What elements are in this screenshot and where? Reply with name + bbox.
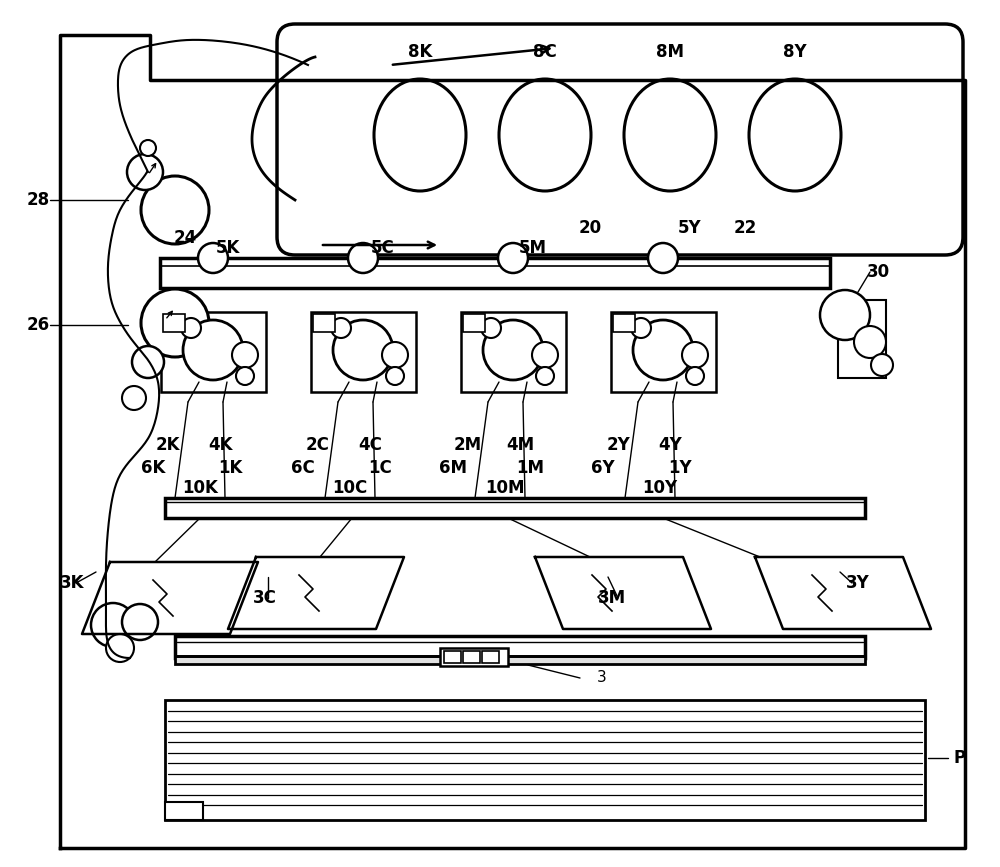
Circle shape: [633, 320, 693, 380]
Text: 6K: 6K: [141, 459, 165, 477]
Ellipse shape: [374, 79, 466, 191]
Bar: [444, 651, 461, 663]
Text: 8C: 8C: [533, 43, 557, 61]
Circle shape: [631, 318, 651, 338]
Circle shape: [820, 290, 870, 340]
Text: 4M: 4M: [506, 436, 534, 454]
Circle shape: [481, 318, 501, 338]
Bar: [160, 258, 830, 288]
Circle shape: [682, 342, 708, 368]
Text: 1K: 1K: [218, 459, 242, 477]
FancyBboxPatch shape: [277, 24, 963, 255]
Circle shape: [132, 346, 164, 378]
Text: 30: 30: [866, 263, 890, 281]
Circle shape: [536, 367, 554, 385]
Text: 10M: 10M: [485, 479, 525, 497]
Bar: [482, 651, 499, 663]
Text: 1Y: 1Y: [668, 459, 692, 477]
Text: 3Y: 3Y: [846, 574, 870, 592]
Bar: [165, 802, 203, 820]
Text: 4K: 4K: [208, 436, 232, 454]
Bar: [165, 700, 925, 820]
Circle shape: [648, 243, 678, 273]
Bar: [463, 314, 485, 332]
Circle shape: [348, 243, 378, 273]
Circle shape: [483, 320, 543, 380]
Text: 28: 28: [26, 191, 50, 209]
Text: 8K: 8K: [408, 43, 432, 61]
Bar: [175, 636, 865, 658]
Bar: [161, 312, 266, 392]
Circle shape: [140, 140, 156, 156]
Text: 3C: 3C: [253, 589, 277, 607]
Circle shape: [331, 318, 351, 338]
Text: P: P: [954, 749, 966, 767]
Bar: [463, 651, 480, 663]
Text: 4Y: 4Y: [658, 436, 682, 454]
Bar: [175, 656, 865, 664]
Text: 4C: 4C: [358, 436, 382, 454]
Text: 26: 26: [26, 316, 50, 334]
Bar: [311, 312, 416, 392]
Text: 24: 24: [173, 229, 197, 247]
Circle shape: [181, 318, 201, 338]
Text: 6C: 6C: [291, 459, 315, 477]
Text: 2K: 2K: [156, 436, 180, 454]
Text: 3K: 3K: [60, 574, 84, 592]
Bar: [611, 312, 716, 392]
Circle shape: [106, 634, 134, 662]
Text: 20: 20: [578, 219, 602, 237]
Text: 1M: 1M: [516, 459, 544, 477]
Ellipse shape: [499, 79, 591, 191]
Bar: [613, 314, 635, 332]
Circle shape: [91, 603, 135, 647]
Circle shape: [532, 342, 558, 368]
Text: 8M: 8M: [656, 43, 684, 61]
Text: 10Y: 10Y: [642, 479, 678, 497]
Text: 5Y: 5Y: [678, 219, 702, 237]
Bar: [163, 314, 185, 332]
Ellipse shape: [624, 79, 716, 191]
Bar: [440, 648, 508, 666]
Text: 2C: 2C: [306, 436, 330, 454]
Text: 5K: 5K: [216, 239, 240, 257]
Circle shape: [127, 154, 163, 190]
Text: 3M: 3M: [598, 589, 626, 607]
Circle shape: [122, 604, 158, 640]
Circle shape: [854, 326, 886, 358]
Circle shape: [122, 386, 146, 410]
Circle shape: [382, 342, 408, 368]
Text: 6Y: 6Y: [591, 459, 615, 477]
Text: 8Y: 8Y: [783, 43, 807, 61]
Bar: [165, 498, 865, 518]
Circle shape: [498, 243, 528, 273]
Text: 6M: 6M: [439, 459, 467, 477]
Bar: [313, 314, 335, 332]
Text: 1C: 1C: [368, 459, 392, 477]
Circle shape: [333, 320, 393, 380]
Text: 5C: 5C: [371, 239, 395, 257]
Text: 10C: 10C: [332, 479, 368, 497]
Circle shape: [232, 342, 258, 368]
Bar: [461, 312, 566, 392]
Text: 2M: 2M: [454, 436, 482, 454]
Text: 22: 22: [733, 219, 757, 237]
Bar: [838, 300, 886, 378]
Ellipse shape: [749, 79, 841, 191]
Circle shape: [871, 354, 893, 376]
Circle shape: [183, 320, 243, 380]
Circle shape: [686, 367, 704, 385]
Circle shape: [198, 243, 228, 273]
Circle shape: [386, 367, 404, 385]
Circle shape: [236, 367, 254, 385]
Circle shape: [141, 289, 209, 357]
Text: 5M: 5M: [519, 239, 547, 257]
Circle shape: [141, 176, 209, 244]
Text: 2Y: 2Y: [606, 436, 630, 454]
Text: 3: 3: [597, 670, 607, 686]
Text: 10K: 10K: [182, 479, 218, 497]
